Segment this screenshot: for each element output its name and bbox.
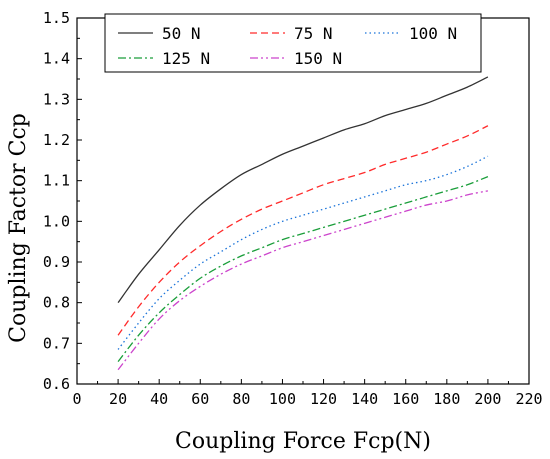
y-tick-label: 1.3 xyxy=(43,90,70,108)
x-tick-label: 60 xyxy=(191,390,209,408)
legend: 50 N 75 N 100 N 125 N 150 N xyxy=(104,13,482,73)
x-tick-label: 140 xyxy=(351,390,378,408)
x-tick-label: 180 xyxy=(433,390,460,408)
y-tick-label: 1.2 xyxy=(43,131,70,149)
x-tick-label: 160 xyxy=(392,390,419,408)
y-tick-label: 0.7 xyxy=(43,334,70,352)
x-tick-label: 80 xyxy=(232,390,250,408)
x-tick-label: 40 xyxy=(150,390,168,408)
plot-frame xyxy=(76,17,530,385)
legend-box xyxy=(104,13,482,73)
x-tick-label: 20 xyxy=(109,390,127,408)
series-line-100n xyxy=(117,155,489,350)
y-tick-label: 1.5 xyxy=(43,9,70,27)
series-line-150n xyxy=(117,190,489,371)
y-tick-label: 1.4 xyxy=(43,50,70,68)
y-axis-title: Coupling Factor Ccp xyxy=(6,113,31,343)
y-tick-label: 0.8 xyxy=(43,294,70,312)
legend-label: 50 N xyxy=(162,24,201,43)
y-tick-label: 1.0 xyxy=(43,212,70,230)
x-tick-label: 220 xyxy=(515,390,542,408)
legend-label: 75 N xyxy=(294,24,333,43)
axes: 0 20 40 60 80 100 120 140 160 180 200 220 0.6 0.7 0.8 0… xyxy=(43,9,543,408)
y-tick-label: 0.9 xyxy=(43,253,70,271)
series-line-75n xyxy=(117,125,489,336)
legend-label: 100 N xyxy=(409,24,457,43)
series-line-125n xyxy=(117,175,489,363)
x-tick-label: 0 xyxy=(72,390,81,408)
legend-label: 150 N xyxy=(294,49,342,68)
y-tick-label: 1.1 xyxy=(43,172,70,190)
y-tick-label: 0.6 xyxy=(43,375,70,393)
x-tick-label: 100 xyxy=(269,390,296,408)
legend-label: 125 N xyxy=(162,49,210,68)
x-tick-label: 200 xyxy=(474,390,501,408)
x-tick-label: 120 xyxy=(310,390,337,408)
series-group xyxy=(117,76,489,371)
x-axis-title: Coupling Force Fcp(N) xyxy=(175,429,431,454)
series-line-50n xyxy=(117,76,489,304)
